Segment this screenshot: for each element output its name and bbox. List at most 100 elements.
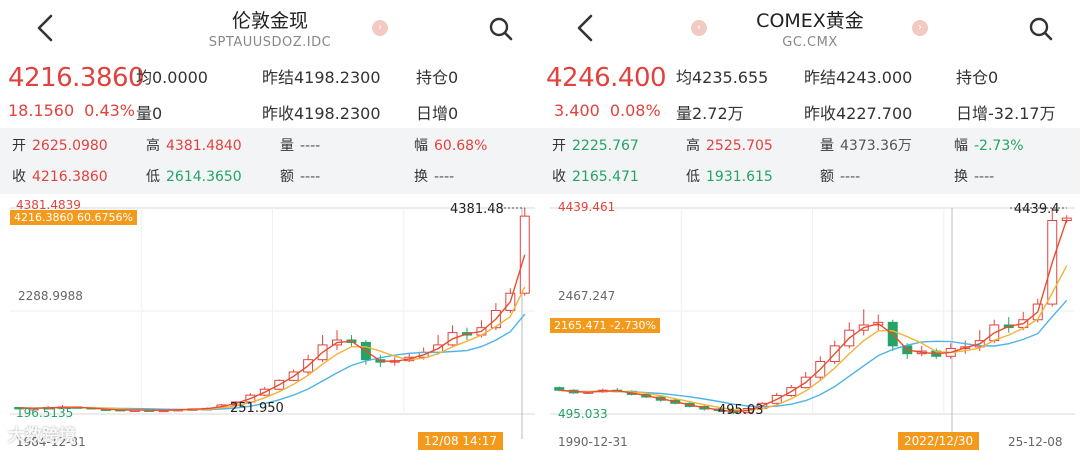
stat-volume: 量 4373.36万 (820, 135, 912, 155)
stat-value: 4381.4840 (166, 138, 242, 154)
stat-value: 4216.3860 (32, 169, 108, 185)
daily-change: 日增0 (416, 104, 459, 123)
change-value: 18.1560 (8, 101, 75, 120)
stat-label: 高 (146, 138, 160, 154)
stat-close: 收 2165.471 (552, 166, 639, 186)
page-title: COMEX黄金 (756, 10, 864, 32)
prev-settle: 昨结4243.000 (804, 68, 913, 87)
open-interest: 持仓0 (416, 68, 459, 87)
change-percent: 0.43% (84, 101, 135, 120)
next-instrument-icon[interactable]: › (372, 20, 388, 36)
stat-label: 额 (820, 169, 834, 185)
end-date: 25-12-08 (1008, 435, 1063, 449)
stat-low: 低 1931.615 (686, 166, 773, 186)
stats-panel: 开 2625.0980 高 4381.4840 量 ---- 幅 60.68% 收 421… (0, 128, 540, 194)
quote-header: 4216.3860 18.1560 0.43% 均0.0000 量0 昨结4198… (0, 60, 540, 128)
stat-label: 幅 (954, 138, 968, 154)
last-price: 4216.3860 (8, 63, 145, 93)
stat-value: 2625.0980 (32, 138, 108, 154)
stat-turnover: 换 ---- (954, 166, 994, 186)
back-icon[interactable] (30, 12, 60, 44)
candle (519, 215, 530, 294)
stat-label: 低 (686, 169, 700, 185)
next-instrument-icon[interactable]: › (912, 20, 928, 36)
stat-value: 4373.36万 (840, 138, 912, 154)
chart-max-label: 4439.461 (558, 200, 616, 214)
stat-turnover: 换 ---- (414, 166, 454, 186)
stat-value: ---- (974, 169, 995, 185)
stat-label: 量 (820, 138, 834, 154)
nav-bar: ‹ COMEX黄金 GC.CMX › (540, 0, 1080, 58)
ma-line-mid (19, 286, 526, 411)
stat-amplitude: 幅 -2.73% (954, 135, 1024, 155)
stat-value: ---- (300, 169, 321, 185)
search-icon[interactable] (1024, 12, 1058, 46)
prev-instrument-icon[interactable]: ‹ (691, 20, 707, 36)
daily-change: 日增-32.17万 (956, 104, 1056, 123)
chart-min-label: 196.5135 (16, 406, 74, 420)
stat-value: ---- (300, 138, 321, 154)
stat-label: 换 (954, 169, 968, 185)
stat-volume: 量 ---- (280, 135, 320, 155)
nav-bar: 伦敦金现 SPTAUUSDOZ.IDC › (0, 0, 540, 58)
panel-comex-gold: ‹ COMEX黄金 GC.CMX › 4246.400 3.400 0.08% 均… (540, 0, 1080, 451)
chart-min-label: 495.033 (558, 407, 608, 421)
candlestick-chart[interactable] (540, 194, 1080, 451)
stat-amount: 额 ---- (280, 166, 320, 186)
stat-amount: 额 ---- (820, 166, 860, 186)
stat-high: 高 4381.4840 (146, 135, 242, 155)
back-icon[interactable] (570, 12, 600, 44)
ma-line-short (559, 219, 1068, 413)
quote-header: 4246.400 3.400 0.08% 均4235.655 量2.72万 昨结4… (540, 60, 1080, 128)
page-title: 伦敦金现 (231, 10, 308, 32)
stat-value: 2614.3650 (166, 169, 242, 185)
change-percent: 0.08% (609, 101, 661, 120)
start-date: 1984-12-31 (16, 435, 86, 449)
chart-mid-label: 2467.247 (558, 289, 616, 303)
volume: 量0 (136, 104, 163, 123)
stat-high: 高 2525.705 (686, 135, 773, 155)
watermark-logo: 大数跨境 (8, 426, 76, 446)
stat-label: 换 (414, 169, 428, 185)
instrument-code: GC.CMX (782, 35, 838, 50)
stat-low: 低 2614.3650 (146, 166, 242, 186)
candlestick-chart[interactable] (0, 194, 540, 451)
stat-label: 开 (552, 138, 566, 154)
peak-label: 4381.48 (450, 202, 504, 217)
current-price-tag: 4216.3860 60.6756% (10, 210, 137, 225)
kline-chart[interactable]: 4381.4839 4216.3860 60.6756% 2288.9988 1… (0, 194, 540, 451)
avg-price: 均0.0000 (136, 68, 208, 87)
current-price-tag: 2165.471 -2.730% (550, 318, 660, 333)
stat-label: 开 (12, 138, 26, 154)
stat-label: 额 (280, 169, 294, 185)
open-interest: 持仓0 (956, 68, 999, 87)
last-price: 4246.400 (546, 63, 667, 93)
chart-max-label: 4381.4839 (16, 198, 81, 212)
change-value: 3.400 (554, 101, 600, 120)
stat-label: 幅 (414, 138, 428, 154)
low-marker-label: 495.03 (718, 403, 764, 418)
candle (554, 387, 565, 391)
prev-close: 昨收4198.2300 (262, 104, 381, 123)
crosshair-time: 2022/12/30 (898, 432, 980, 450)
chart-mid-label: 2288.9988 (18, 289, 83, 303)
stat-value: 1931.615 (706, 169, 773, 185)
panel-london-gold: 伦敦金现 SPTAUUSDOZ.IDC › 4216.3860 18.1560 0… (0, 0, 540, 451)
stat-open: 开 2225.767 (552, 135, 639, 155)
volume: 量2.72万 (676, 104, 744, 123)
start-date: 1990-12-31 (558, 435, 628, 449)
stat-close: 收 4216.3860 (12, 166, 108, 186)
stat-value: ---- (840, 169, 861, 185)
ma-line-short (19, 254, 526, 412)
change-line: 18.1560 0.43% (8, 101, 145, 120)
stat-amplitude: 幅 60.68% (414, 135, 487, 155)
instrument-code: SPTAUUSDOZ.IDC (208, 35, 332, 50)
search-icon[interactable] (484, 12, 518, 46)
stat-label: 低 (146, 169, 160, 185)
low-marker-label: 251.950 (230, 401, 284, 416)
kline-chart[interactable]: 4439.461 2467.247 2165.471 -2.730% 495.0… (540, 194, 1080, 451)
stat-label: 收 (552, 169, 566, 185)
stat-label: 高 (686, 138, 700, 154)
stat-open: 开 2625.0980 (12, 135, 108, 155)
